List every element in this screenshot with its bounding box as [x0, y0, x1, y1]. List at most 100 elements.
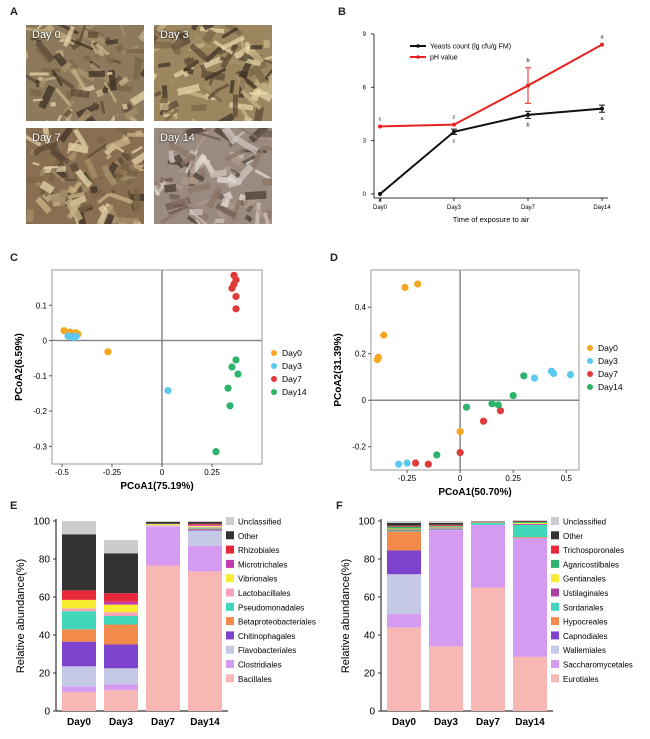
stacked-bar-segment — [104, 593, 138, 602]
stacked-bar-segment — [146, 523, 180, 525]
stacked-bar-segment — [513, 538, 547, 657]
legend-swatch — [551, 617, 559, 626]
straw-fragment — [246, 60, 268, 78]
straw-fragment — [183, 56, 192, 64]
silage-photo: Day 3 — [154, 25, 272, 121]
straw-fragment — [125, 48, 144, 54]
stacked-bar-segment — [513, 520, 547, 521]
straw-fragment — [132, 188, 141, 213]
straw-fragment — [32, 98, 43, 102]
photo-label: Day 7 — [32, 132, 61, 144]
legend-label: Day7 — [282, 374, 302, 384]
x-tick-label: Day7 — [521, 205, 536, 211]
stacked-bar-segment — [387, 530, 421, 532]
straw-fragment — [224, 148, 246, 162]
y-axis-title: Relative abundance(%) — [340, 559, 352, 673]
stacked-bar-segment — [513, 524, 547, 538]
legend-marker — [416, 55, 420, 59]
straw-fragment — [215, 203, 237, 219]
y-tick-label: 80 — [39, 555, 51, 566]
legend-label: Wallemiales — [563, 646, 606, 655]
straw-fragment — [176, 83, 201, 96]
stacked-bar-segment — [62, 590, 96, 600]
stacked-bar-segment — [429, 528, 463, 530]
y-tick-label: 0 — [44, 707, 50, 718]
straw-fragment — [204, 45, 224, 63]
straw-fragment — [38, 84, 56, 110]
straw-fragment — [106, 204, 120, 224]
x-tick-label: -0.25 — [398, 474, 417, 483]
straw-fragment — [254, 69, 267, 85]
legend-label: Day3 — [282, 361, 302, 371]
y-tick-label: -0.2 — [352, 443, 366, 452]
scatter-point — [566, 371, 575, 379]
straw-fragment — [91, 102, 101, 111]
straw-fragment — [167, 77, 175, 85]
straw-fragment — [62, 100, 75, 114]
straw-fragment — [261, 145, 272, 152]
straw-fragment — [161, 85, 168, 98]
straw-fragment — [181, 177, 198, 185]
straw-fragment — [86, 143, 108, 159]
legend-swatch — [551, 588, 559, 597]
straw-fragment — [170, 198, 186, 205]
x-tick-label: Day3 — [434, 717, 458, 728]
chart-f-fungal-abundance: 0 20 40 60 80 100 Relative abundance(%) Day0 Day… — [340, 517, 633, 729]
y-tick-label: 6 — [363, 85, 367, 91]
x-axis-title: Time of exposure to air — [453, 215, 530, 224]
stacked-bar-segment — [104, 553, 138, 594]
straw-fragment — [100, 100, 106, 114]
stacked-bar-segment — [146, 521, 180, 524]
straw-fragment — [201, 28, 217, 45]
scatter-point — [104, 348, 112, 356]
straw-fragment — [264, 69, 272, 82]
stacked-bar-segment — [387, 522, 421, 526]
straw-fragment — [83, 54, 91, 62]
legend-label: Vibrionales — [238, 575, 277, 584]
straw-fragment — [232, 94, 239, 118]
straw-fragment — [60, 60, 72, 74]
legend-label: Microtrichales — [238, 560, 287, 569]
straw-fragment — [163, 183, 177, 193]
straw-fragment — [244, 58, 262, 67]
straw-fragment — [250, 45, 263, 50]
x-tick-label: Day0 — [67, 717, 91, 728]
straw-fragment — [138, 25, 144, 42]
legend-swatch — [551, 660, 559, 668]
straw-fragment — [106, 71, 113, 76]
stacked-bar-segment — [188, 528, 222, 530]
straw-fragment — [220, 35, 245, 51]
straw-fragment — [72, 128, 88, 148]
straw-fragment — [242, 155, 256, 165]
stacked-bar-segment — [62, 599, 96, 609]
straw-fragment — [102, 86, 109, 94]
straw-fragment — [187, 182, 211, 195]
scatter-point — [488, 400, 496, 408]
silage-photo: Day 14 — [154, 128, 272, 224]
straw-fragment — [240, 52, 251, 63]
straw-fragment — [88, 70, 106, 78]
straw-fragment — [154, 25, 176, 41]
legend-label: Flavobacteriales — [238, 646, 296, 655]
stacked-bar-segment — [104, 690, 138, 711]
straw-fragment — [154, 41, 172, 49]
straw-fragment — [69, 59, 79, 70]
scatter-point — [494, 401, 502, 409]
straw-fragment — [49, 149, 71, 165]
data-point — [526, 112, 530, 117]
straw-fragment — [250, 87, 262, 102]
stacked-bar-segment — [513, 521, 547, 522]
stacked-bar-segment — [104, 612, 138, 616]
stacked-bar-segment — [429, 527, 463, 528]
stacked-bar-segment — [387, 550, 421, 575]
legend-swatch — [226, 574, 234, 583]
legend-swatch — [226, 602, 234, 611]
straw-fragment — [114, 43, 125, 53]
straw-fragment — [84, 158, 99, 182]
straw-fragment — [98, 204, 107, 213]
straw-fragment — [129, 88, 144, 106]
legend-swatch — [226, 517, 234, 525]
silage-photo: Day 0 — [26, 25, 144, 121]
legend-swatch — [226, 531, 234, 540]
straw-fragment — [34, 25, 48, 32]
